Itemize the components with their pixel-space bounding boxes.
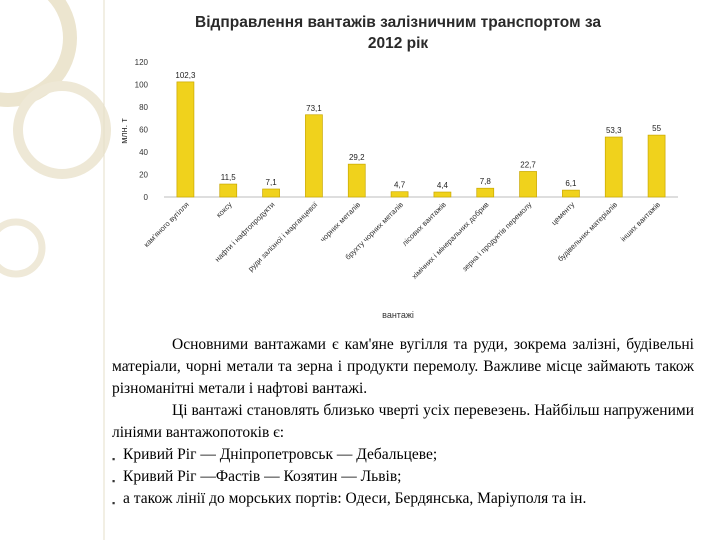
bar-value-label: 55 <box>652 124 661 133</box>
body-text: Основними вантажами є кам'яне вугілля та… <box>112 334 694 510</box>
route-item: ▪ Кривий Ріг — Дніпропетровськ — Дебальце… <box>112 444 694 466</box>
y-tick-label: 40 <box>139 148 148 157</box>
bar-value-label: 53,3 <box>606 126 622 135</box>
route-item: ▪ Кривий Ріг —Фастів — Козятин — Львів; <box>112 466 694 488</box>
bar-value-label: 6,1 <box>565 179 577 188</box>
x-tick-label: зерна і продуктів перемолу <box>460 200 533 273</box>
bar <box>176 81 195 198</box>
bar-value-label: 4,4 <box>437 181 449 190</box>
bar-value-label: 11,5 <box>221 173 237 182</box>
bar <box>219 183 238 198</box>
bar <box>390 191 409 198</box>
chart-title-line-1: Відправлення вантажів залізничним трансп… <box>195 14 601 31</box>
x-axis-label: вантажі <box>382 310 414 320</box>
route-item: ▪ а також лінії до морських портів: Одеси… <box>112 488 694 510</box>
bullet-icon: ▪ <box>112 454 116 464</box>
bar-value-label: 4,7 <box>394 181 406 190</box>
chart: Відправлення вантажів залізничним трансп… <box>119 14 678 320</box>
bar <box>647 134 666 198</box>
x-tick-label: руди залізної і марганцевої <box>246 199 320 273</box>
x-tick-label: цементу <box>549 200 576 227</box>
y-tick-label: 0 <box>144 193 149 202</box>
data-labels: 102,3 11,5 7,1 73,1 29,2 4,7 4,4 7,8 22,7 6,1 53,3… <box>175 71 661 190</box>
y-tick-label: 120 <box>135 58 149 67</box>
bar-value-label: 102,3 <box>175 71 196 80</box>
y-axis-label: млн. т <box>119 118 129 144</box>
decor-ring-middle <box>13 81 111 179</box>
chart-title-line-2: 2012 рік <box>368 35 429 52</box>
x-tick-label: хімічних і мінеральних добрив <box>410 200 491 281</box>
bar-value-label: 29,2 <box>349 153 365 162</box>
bars <box>176 81 666 198</box>
bar <box>476 187 495 198</box>
bullet-icon: ▪ <box>112 498 116 508</box>
decor-ring-large <box>0 0 77 107</box>
bar <box>347 163 366 198</box>
x-tick-label: чорних металів <box>318 200 362 244</box>
bar <box>433 191 452 198</box>
paragraph-main-cargo: Основними вантажами є кам'яне вугілля та… <box>112 336 694 397</box>
bar-value-label: 7,1 <box>266 178 278 187</box>
bar-value-label: 7,8 <box>480 177 492 186</box>
bar <box>562 189 580 198</box>
bullet-icon: ▪ <box>112 476 116 486</box>
y-axis-ticks: 0 20 40 60 80 100 120 <box>135 58 149 202</box>
routes-list: ▪ Кривий Ріг — Дніпропетровськ — Дебальце… <box>112 444 694 510</box>
decor-ring-small <box>0 218 46 278</box>
route-text: Кривий Ріг —Фастів — Козятин — Львів; <box>123 468 402 485</box>
x-tick-label: коксу <box>214 200 234 220</box>
bar <box>262 188 280 198</box>
y-tick-label: 20 <box>139 171 148 180</box>
bar <box>604 136 623 198</box>
x-tick-label: лісових вантажів <box>400 200 448 248</box>
bar <box>305 114 323 198</box>
y-tick-label: 80 <box>139 103 148 112</box>
paragraph-routes-intro: Ці вантажі становлять близько чверті усі… <box>112 402 694 441</box>
bar-value-label: 73,1 <box>306 104 322 113</box>
x-tick-label: кам'яного вугілля <box>142 200 191 249</box>
y-tick-label: 60 <box>139 126 148 135</box>
route-text: Кривий Ріг — Дніпропетровськ — Дебальцев… <box>123 446 438 463</box>
route-text: а також лінії до морських портів: Одеси,… <box>123 490 587 507</box>
bar-chart-svg: Відправлення вантажів залізничним трансп… <box>119 14 678 320</box>
y-tick-label: 100 <box>135 81 149 90</box>
x-tick-label: інших вантажів <box>619 200 662 243</box>
bar-value-label: 22,7 <box>520 160 536 169</box>
bar <box>519 171 537 198</box>
